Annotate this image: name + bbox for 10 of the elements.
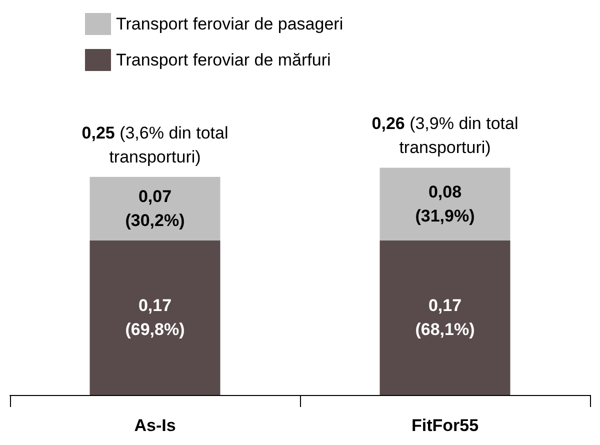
data-label: 0,17 (68,1%) [415, 296, 475, 340]
data-label: 0,08 (31,9%) [415, 182, 475, 226]
legend-label: Transport feroviar de mărfuri [116, 50, 331, 70]
total-label: 0,25 (3,6% din total transporturi) [82, 123, 228, 166]
data-label: 0,17 (69,8%) [125, 296, 185, 340]
data-label: 0,07 (30,2%) [125, 187, 185, 230]
legend-label: Transport feroviar de pasageri [116, 14, 344, 34]
x-tick-label: FitFor55 [411, 416, 479, 435]
total-label: 0,26 (3,9% din total transporturi) [372, 114, 518, 158]
x-tick-label: As-Is [134, 416, 176, 435]
